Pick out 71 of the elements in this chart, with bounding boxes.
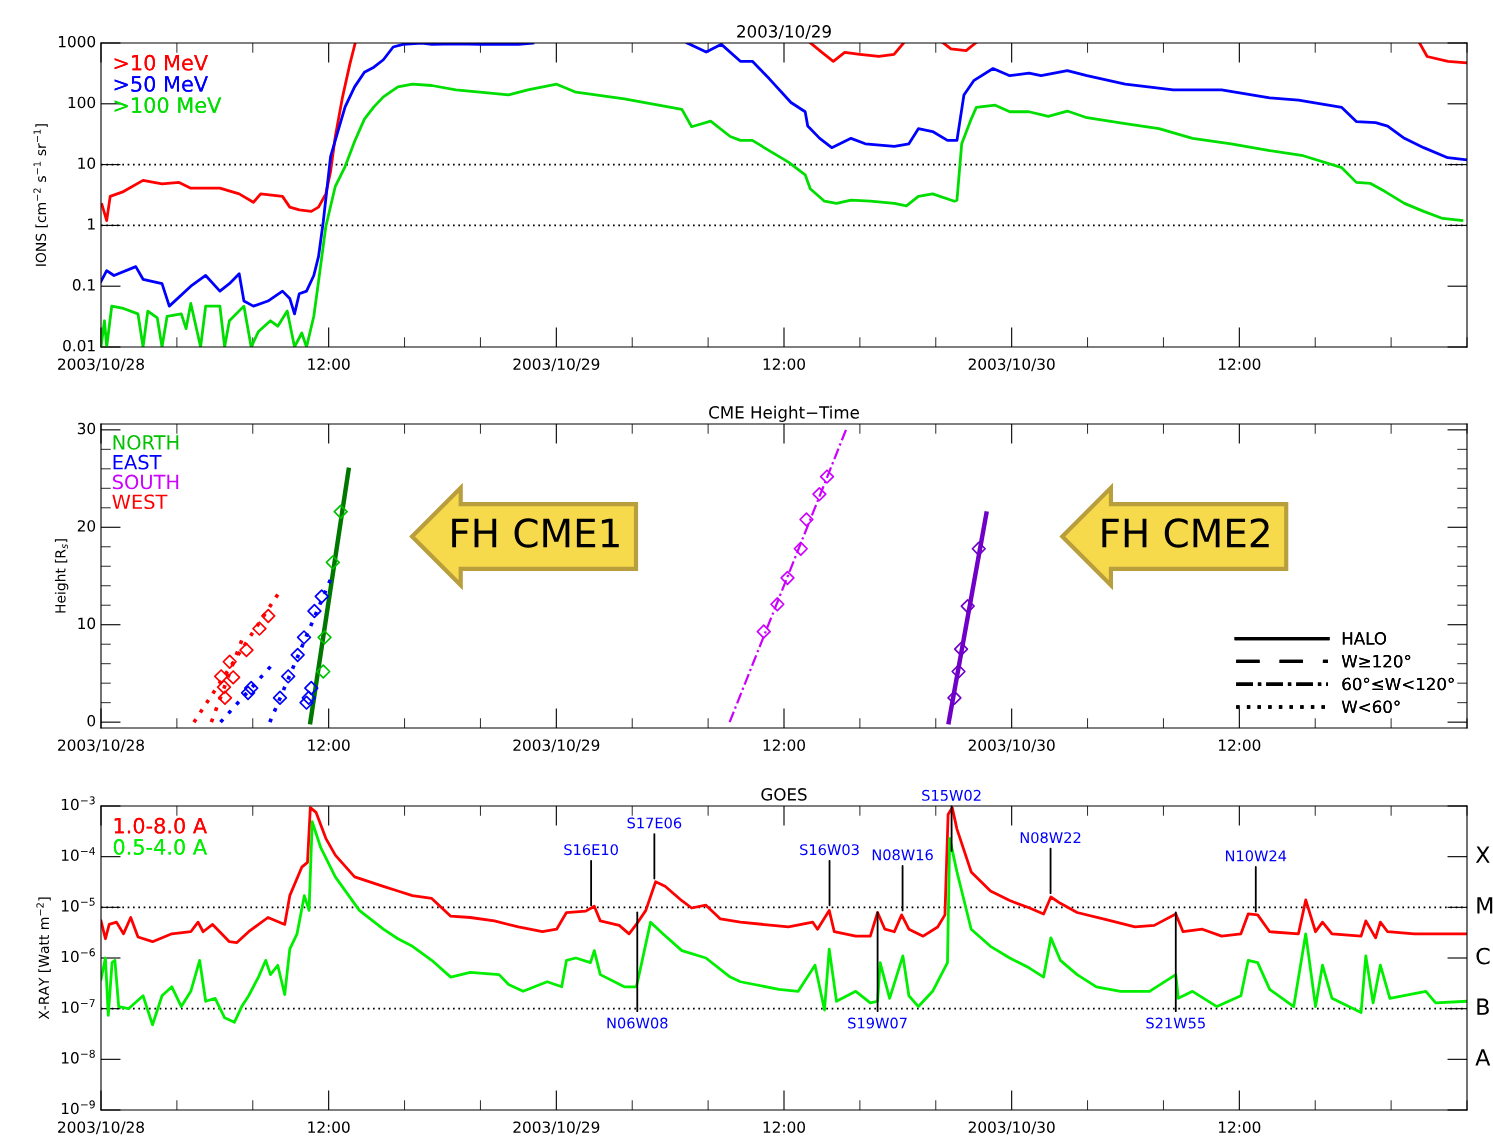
text: SOUTH (112, 474, 179, 490)
x-tick-label: 2003/10/28 (58, 739, 144, 753)
annotation: N08W16 (872, 849, 933, 861)
x-tick-label: 12:00 (1219, 1121, 1261, 1133)
y-axis-title: X-RAY [Watt m$^{−2}$] (36, 897, 51, 1020)
annotation: N06W08 (607, 1017, 668, 1029)
text: >100 MeV (114, 97, 222, 113)
x-tick-label: 12:00 (308, 739, 350, 751)
x-tick-label: 2003/10/29 (513, 739, 600, 753)
x-tick-label: 2003/10/30 (968, 358, 1055, 372)
y-tick-label: 1000 (58, 35, 96, 48)
text: WEST (112, 494, 168, 510)
y-tick-label: 0.1 (72, 279, 95, 291)
x-tick-label: 2003/10/29 (513, 358, 600, 372)
y-tick-label: 100 (68, 96, 96, 109)
y-tick-label: 10$^{−6}$ (61, 948, 95, 963)
x-tick-label: 2003/10/29 (513, 1121, 600, 1135)
y-tick-label: 10$^{−3}$ (61, 796, 95, 811)
annotation: S17E06 (627, 817, 682, 829)
y-tick-label: 10 (78, 617, 96, 630)
annotation: S16W03 (800, 844, 859, 856)
y-tick-label: 20 (77, 520, 96, 532)
chart-title: GOES (761, 788, 807, 801)
legend-label: W≥120° (1341, 654, 1411, 668)
annotation: S21W55 (1146, 1017, 1205, 1029)
annotation: S16E10 (564, 844, 618, 856)
chart-title: 2003/10/29 (737, 25, 831, 39)
annotation: N10W24 (1225, 850, 1287, 862)
y-tick-label: 1 (88, 218, 95, 230)
x-tick-label: 12:00 (763, 1121, 805, 1133)
x-tick-label: 12:00 (1219, 358, 1261, 370)
text: A (1475, 1049, 1491, 1066)
y-tick-label: 10$^{−4}$ (61, 847, 95, 861)
text: X (1475, 846, 1490, 863)
legend-label: 60°≤W<120° (1342, 677, 1454, 691)
text: B (1477, 998, 1489, 1015)
legend-label: HALO (1342, 632, 1387, 645)
text: 1.0-8.0 A (114, 817, 207, 834)
y-tick-label: 0.01 (63, 339, 95, 352)
y-tick-label: 30 (77, 422, 96, 435)
annotation: FH CME1 (452, 518, 619, 548)
annotation: S19W07 (848, 1017, 907, 1029)
y-tick-label: 10$^{−5}$ (61, 897, 95, 912)
x-tick-label: 2003/10/30 (968, 739, 1055, 753)
chart-title: CME Height−Time (709, 405, 859, 422)
annotation: N08W22 (1020, 832, 1081, 844)
y-tick-label: 0 (87, 715, 96, 727)
y-tick-label: 10$^{−9}$ (61, 1100, 95, 1115)
y-axis-title: IONS [cm$^{−2}$ s$^{−1}$ sr$^{−1}$] (33, 124, 48, 266)
text: M (1477, 897, 1493, 914)
y-axis-title: Height [R$_{s}$] (54, 539, 69, 613)
x-tick-label: 2003/10/28 (58, 358, 144, 372)
y-tick-label: 10$^{−7}$ (61, 999, 95, 1013)
x-tick-label: 2003/10/30 (968, 1121, 1055, 1135)
text: >10 MeV (114, 54, 208, 71)
text: EAST (113, 454, 162, 470)
legend-label: W<60° (1341, 700, 1400, 714)
annotation: FH CME2 (1102, 518, 1269, 548)
text: C (1476, 947, 1490, 965)
x-tick-label: 2003/10/28 (58, 1121, 144, 1135)
text: 0.5-4.0 A (113, 839, 207, 855)
x-tick-label: 12:00 (1219, 739, 1261, 751)
x-tick-label: 12:00 (763, 358, 805, 370)
x-tick-label: 12:00 (763, 739, 805, 751)
annotation: S15W02 (922, 789, 981, 801)
y-tick-label: 10$^{−8}$ (61, 1049, 95, 1064)
x-tick-label: 12:00 (308, 358, 350, 370)
y-tick-label: 10 (78, 157, 96, 170)
text: >50 MeV (114, 76, 208, 92)
x-tick-label: 12:00 (308, 1121, 350, 1133)
text: NORTH (113, 435, 179, 450)
